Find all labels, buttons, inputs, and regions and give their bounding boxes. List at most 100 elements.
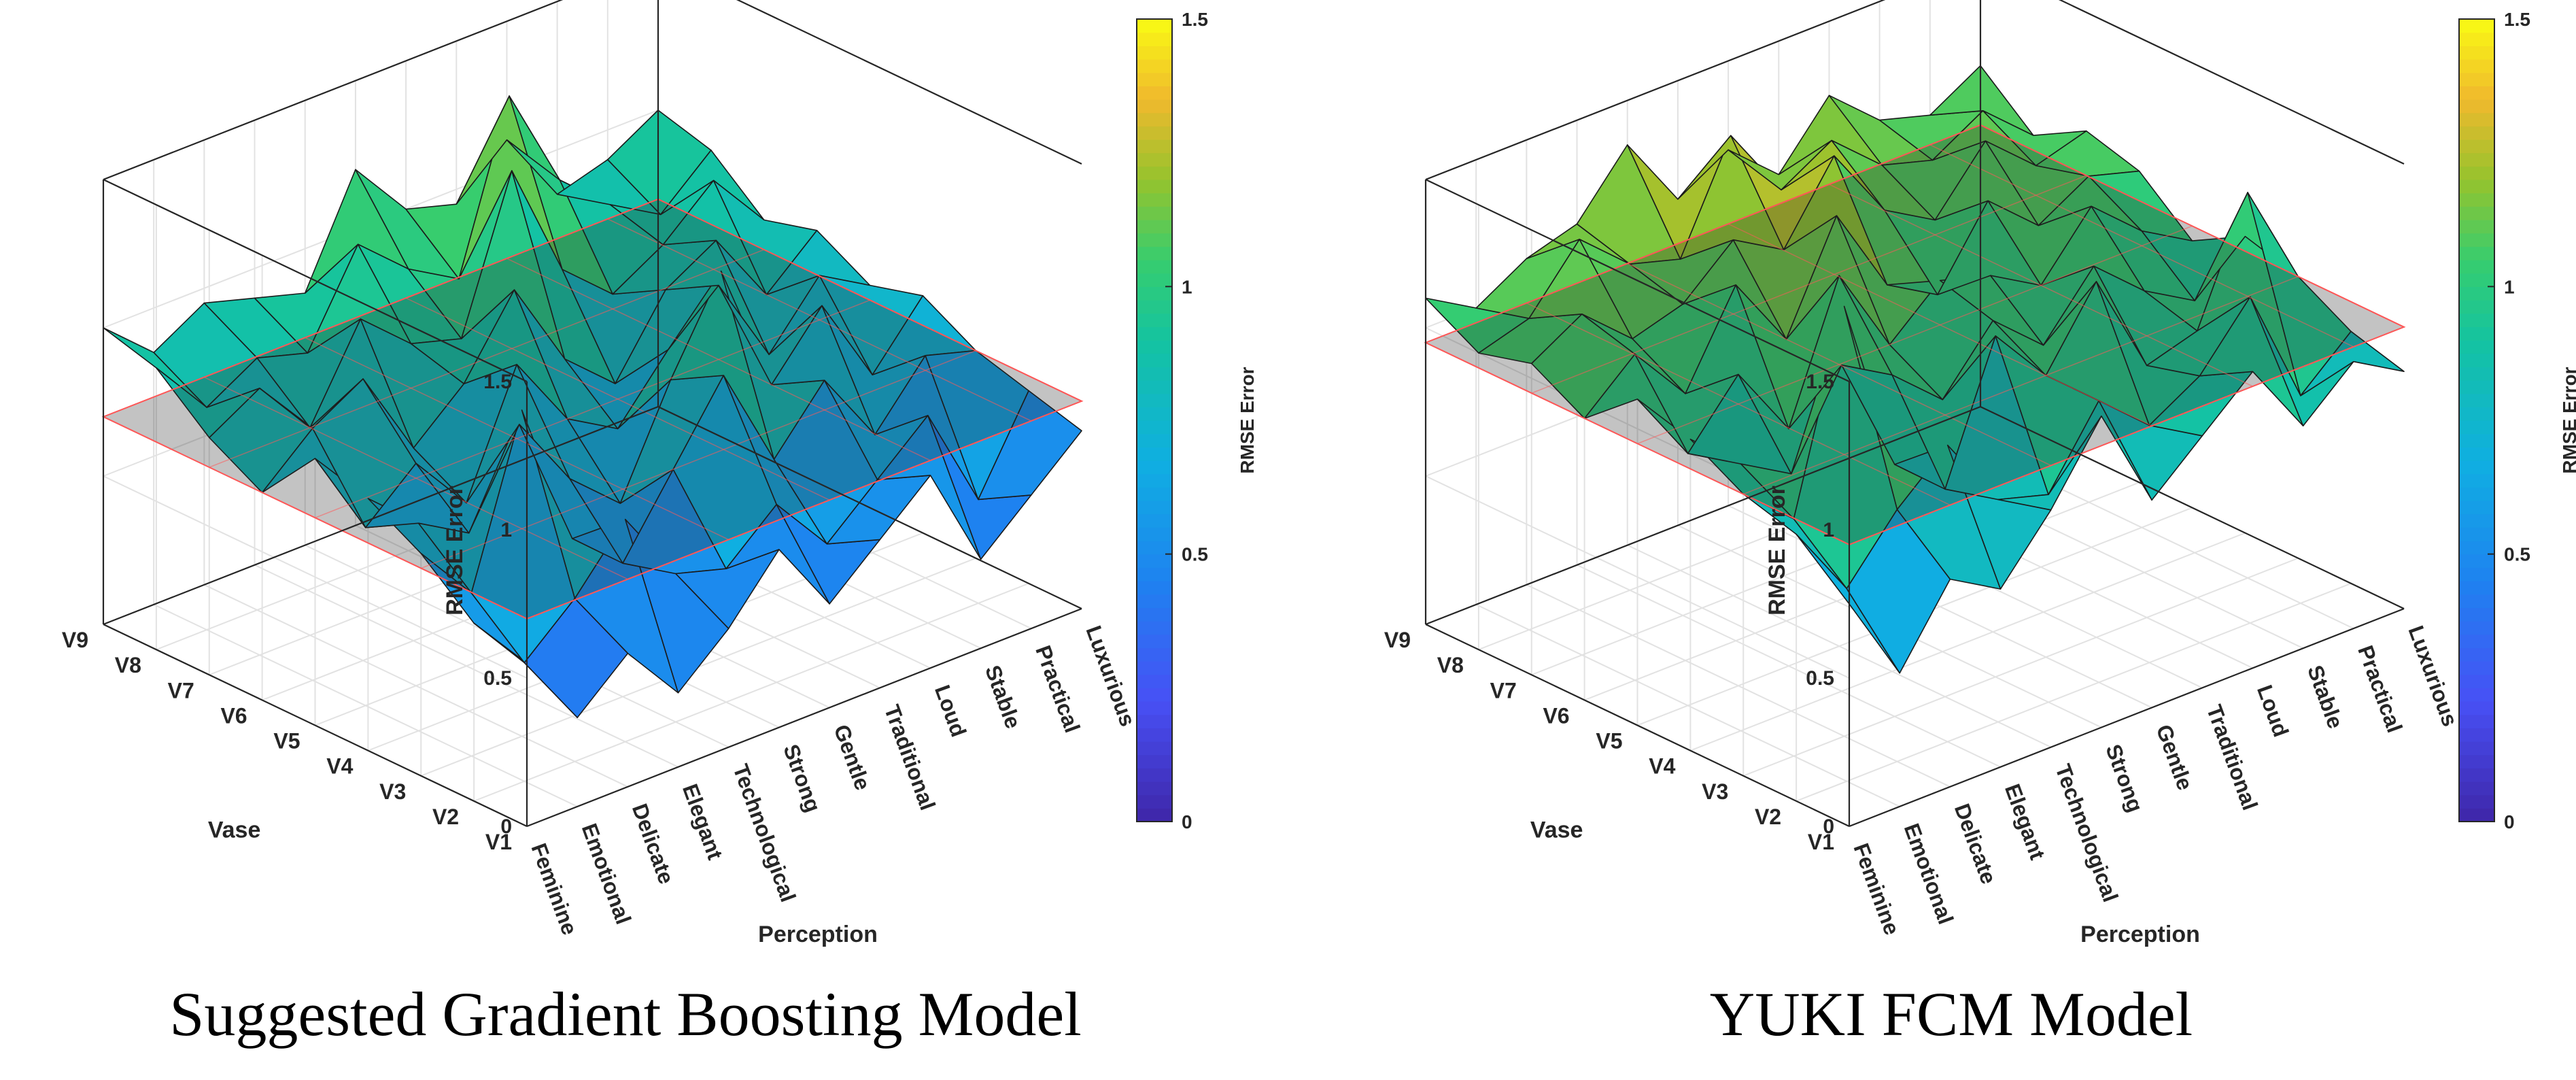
axes-box-front: [1424, 0, 2405, 828]
y-tick-label: V2: [432, 805, 459, 829]
colorbar-swatch: [1137, 340, 1172, 354]
colorbar-swatch: [2459, 661, 2494, 675]
colorbar-swatch: [2459, 273, 2494, 287]
colorbar-swatch: [2459, 326, 2494, 341]
colorbar-swatch: [1137, 112, 1172, 126]
x-tick-label: Feminine: [1849, 840, 1904, 938]
x-tick-label: Luxurious: [1081, 622, 1140, 730]
colorbar-tick-label: 1.5: [1182, 9, 1208, 30]
colorbar-swatch: [2459, 607, 2494, 622]
axis-line: [103, 179, 528, 382]
surface-mesh: [103, 95, 1082, 718]
colorbar-swatch: [1137, 220, 1172, 234]
z-tick-label: 0.5: [483, 667, 512, 690]
axis-line: [103, 0, 564, 181]
colorbar-swatch: [1137, 487, 1172, 501]
surface-cell: [978, 390, 1082, 501]
colorbar-swatch: [1137, 286, 1172, 301]
z-tick-label: 0.5: [1806, 667, 1834, 690]
axis-line: [657, 406, 1082, 609]
z-tick-label: 1.5: [1806, 371, 1834, 393]
colorbar-swatch: [2459, 260, 2494, 274]
colorbar-swatch: [1137, 300, 1172, 314]
x-tick-label: Emotional: [577, 820, 636, 928]
colorbar-tick-label: 0.5: [2504, 544, 2530, 565]
y-axis-label: Vase: [1530, 817, 1583, 843]
x-tick-label: Loud: [930, 681, 972, 740]
colorbar-swatch: [1137, 567, 1172, 581]
grid-line: [103, 475, 528, 679]
colorbar-swatch: [2459, 32, 2494, 46]
x-tick-label: Stable: [2303, 662, 2348, 732]
x-tick-label: Traditional: [880, 701, 940, 813]
colorbar-swatch: [1137, 273, 1172, 287]
x-tick-label: Delicate: [1950, 800, 2002, 888]
colorbar-swatch: [1137, 260, 1172, 274]
colorbar-swatch: [2459, 487, 2494, 501]
colorbar-swatch: [1137, 754, 1172, 769]
colorbar-swatch: [1137, 541, 1172, 555]
colorbar-frame: [1136, 18, 1173, 822]
y-tick-label: V2: [1755, 805, 1781, 829]
colorbar-swatch: [1137, 433, 1172, 448]
x-tick-label: Feminine: [526, 840, 582, 938]
chart-title: YUKI FCM Model: [1710, 979, 2193, 1049]
surface-cell: [2300, 331, 2405, 396]
surface-mesh: [1425, 65, 2405, 674]
colorbar-swatch: [2459, 688, 2494, 702]
y-tick-label: V5: [1596, 729, 1622, 754]
y-tick-label: V1: [1808, 830, 1834, 854]
colorbar-swatch: [1137, 380, 1172, 394]
x-tick-label: Emotional: [1900, 820, 1959, 928]
y-tick-label: V1: [485, 830, 512, 854]
colorbar-swatch: [2459, 407, 2494, 421]
colorbar-swatch: [2459, 527, 2494, 541]
x-tick-label: Technological: [2050, 761, 2123, 905]
colorbar-label: RMSE Error: [2559, 367, 2576, 473]
y-tick-label: V8: [1437, 653, 1464, 677]
colorbar-swatch: [1137, 714, 1172, 728]
x-tick-label: Technological: [728, 761, 801, 905]
colorbar-swatch: [1137, 393, 1172, 407]
axis-line: [736, 0, 1082, 165]
colorbar-swatch: [2459, 313, 2494, 327]
colorbar-swatch: [2459, 781, 2494, 796]
z-tick-label: 1: [500, 519, 512, 541]
colorbar-swatch: [1137, 768, 1172, 782]
x-axis-label: Perception: [2080, 922, 2200, 947]
colorbar-swatch: [1137, 513, 1172, 528]
y-tick-label: V7: [1490, 678, 1517, 703]
colorbar-swatch: [2459, 192, 2494, 207]
colorbar-swatch: [2459, 714, 2494, 728]
colorbar-swatch: [2459, 768, 2494, 782]
chart-panel-yuki-fcm: 0 0.5 1 1.5 FeminineEmotionalDelicateElegant…: [1384, 0, 2576, 1049]
y-tick-label: V4: [326, 754, 353, 779]
axis-line: [2058, 0, 2405, 165]
x-axis-label: Perception: [758, 922, 878, 947]
colorbar-swatch: [1137, 501, 1172, 515]
x-tick-label: Elegant: [2000, 781, 2050, 863]
reference-plane-line: [526, 401, 1082, 620]
axis-line: [1980, 406, 2405, 609]
x-tick-label: Practical: [2353, 642, 2407, 736]
colorbar-swatch: [1137, 647, 1172, 662]
y-tick-label: V6: [1543, 703, 1569, 728]
colorbar-swatch: [1137, 246, 1172, 260]
colorbar-swatch: [1137, 527, 1172, 541]
colorbar-swatch: [1137, 473, 1172, 488]
x-tick-label: Strong: [2101, 741, 2148, 815]
z-axis-label: RMSE Error: [1764, 486, 1790, 615]
reference-plane-line: [315, 299, 870, 518]
colorbar-swatch: [1137, 353, 1172, 367]
reference-plane-line: [103, 199, 659, 418]
colorbar-swatch: [2459, 701, 2494, 715]
colorbar-swatch: [2459, 501, 2494, 515]
colorbar-swatch: [1137, 661, 1172, 675]
colorbar-tick-label: 0.5: [1182, 544, 1208, 565]
colorbar-swatch: [2459, 741, 2494, 756]
colorbar-swatch: [1137, 180, 1172, 194]
colorbar-swatch: [2459, 206, 2494, 220]
colorbar-swatch: [2459, 754, 2494, 769]
colorbar-swatch: [1137, 407, 1172, 421]
colorbar-swatch: [2459, 393, 2494, 407]
